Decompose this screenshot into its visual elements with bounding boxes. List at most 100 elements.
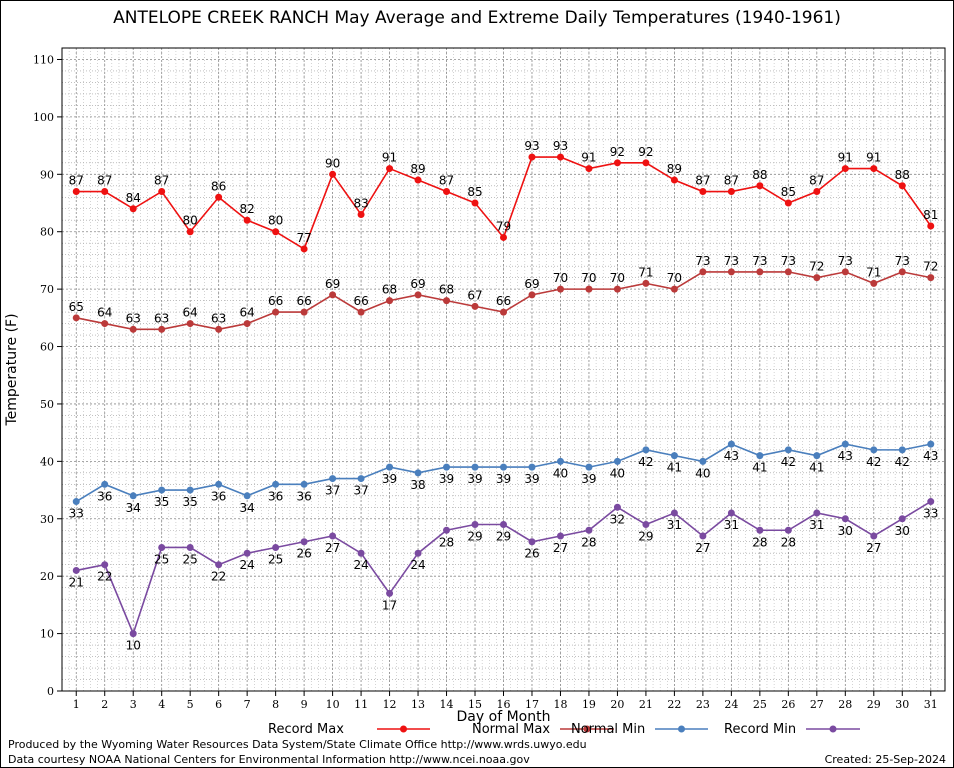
record-min-point <box>329 532 337 540</box>
normal-max-point <box>727 268 735 276</box>
record-min-value-label: 22 <box>97 570 112 584</box>
normal-min-value-label: 41 <box>809 461 824 475</box>
record-max-point <box>186 228 194 236</box>
normal-min-point <box>72 498 80 506</box>
normal-min-point <box>329 475 337 483</box>
footer-credit-data: Data courtesy NOAA National Centers for … <box>8 753 530 766</box>
normal-min-point <box>699 457 707 465</box>
record-max-point <box>613 159 621 167</box>
normal-min-point <box>101 480 109 488</box>
record-min-point <box>357 549 365 557</box>
record-max-value-label: 92 <box>638 145 653 159</box>
record-max-point <box>272 228 280 236</box>
record-max-value-label: 80 <box>183 214 198 228</box>
x-tick-label: 9 <box>301 698 308 711</box>
record-max-point <box>585 165 593 173</box>
record-max-point <box>243 216 251 224</box>
series-normal-min: 33 36 34 35 35 36 34 36 36 37 37 39 38 39 39 39 39 40 39 40… <box>69 440 938 521</box>
y-tick-label: 100 <box>33 111 54 124</box>
normal-max-value-label: 68 <box>382 283 397 297</box>
normal-max-value-label: 73 <box>895 254 910 268</box>
normal-min-value-label: 37 <box>325 484 340 498</box>
record-min-point <box>699 532 707 540</box>
normal-min-point <box>386 463 394 471</box>
normal-min-value-label: 36 <box>211 489 226 503</box>
record-max-point <box>72 188 80 196</box>
normal-min-point <box>585 463 593 471</box>
x-tick-label: 27 <box>810 698 824 711</box>
record-max-value-label: 87 <box>439 174 454 188</box>
normal-max-point <box>243 320 251 328</box>
normal-max-value-label: 73 <box>838 254 853 268</box>
record-max-point <box>300 245 308 253</box>
record-min-value-label: 27 <box>695 541 710 555</box>
normal-max-value-label: 71 <box>866 265 881 279</box>
record-min-value-label: 10 <box>126 639 141 653</box>
normal-max-point <box>528 291 536 299</box>
record-max-point <box>357 210 365 218</box>
legend-swatch-marker-normal-max <box>583 725 591 733</box>
normal-max-point <box>129 325 137 333</box>
x-tick-label: 16 <box>497 698 511 711</box>
record-min-point <box>186 543 194 551</box>
record-max-value-label: 87 <box>69 174 84 188</box>
x-tick-label: 18 <box>553 698 567 711</box>
record-min-point <box>129 630 137 638</box>
normal-min-value-label: 34 <box>126 501 141 515</box>
normal-max-value-label: 73 <box>695 254 710 268</box>
record-max-value-label: 79 <box>496 219 511 233</box>
normal-max-value-label: 65 <box>69 300 84 314</box>
normal-min-value-label: 34 <box>240 501 255 515</box>
x-tick-label: 7 <box>244 698 251 711</box>
normal-max-point <box>784 268 792 276</box>
record-min-value-label: 32 <box>610 512 625 526</box>
normal-min-point <box>727 440 735 448</box>
footer-created-date: Created: 25-Sep-2024 <box>824 753 946 766</box>
series-record-min: 21 22 10 25 25 22 24 25 26 27 24 17 24 28 29 29 26 27 28 32… <box>69 498 938 653</box>
x-axis: 1 2 3 4 5 6 7 8 9 10 11 12 13 14 15 16 17 18 19 20 21 22 23 24 2… <box>73 691 938 711</box>
record-min-value-label: 29 <box>496 530 511 544</box>
normal-min-point <box>186 486 194 494</box>
normal-min-value-label: 39 <box>382 472 397 486</box>
record-max-value-label: 92 <box>610 145 625 159</box>
record-max-point <box>642 159 650 167</box>
record-min-point <box>471 521 479 529</box>
normal-min-point <box>158 486 166 494</box>
series-normal-max: 65 64 63 63 64 63 64 66 66 69 66 68 69 68 67 66 69 70 70 70… <box>69 254 938 333</box>
record-max-point <box>528 153 536 161</box>
normal-max-point <box>870 279 878 287</box>
record-min-value-label: 33 <box>923 507 938 521</box>
normal-max-value-label: 63 <box>154 311 169 325</box>
normal-max-point <box>300 308 308 316</box>
x-tick-label: 5 <box>187 698 194 711</box>
y-tick-label: 40 <box>40 455 54 468</box>
normal-max-point <box>699 268 707 276</box>
record-max-value-label: 91 <box>581 151 596 165</box>
record-min-value-label: 24 <box>240 558 255 572</box>
record-min-point <box>642 521 650 529</box>
normal-max-point <box>898 268 906 276</box>
normal-max-value-label: 66 <box>268 294 283 308</box>
x-tick-label: 17 <box>525 698 539 711</box>
normal-max-point <box>386 297 394 305</box>
normal-min-value-label: 36 <box>97 489 112 503</box>
normal-max-value-label: 64 <box>97 306 112 320</box>
record-min-point <box>243 549 251 557</box>
normal-max-point <box>101 320 109 328</box>
normal-max-point <box>841 268 849 276</box>
record-max-value-label: 82 <box>240 202 255 216</box>
legend-label-record-min: Record Min <box>724 722 796 737</box>
record-min-value-label: 25 <box>154 552 169 566</box>
normal-min-point <box>670 452 678 460</box>
record-max-value-label: 80 <box>268 214 283 228</box>
record-max-value-label: 91 <box>838 151 853 165</box>
normal-max-value-label: 70 <box>610 271 625 285</box>
record-min-point <box>443 526 451 534</box>
normal-min-point <box>471 463 479 471</box>
record-min-point <box>670 509 678 517</box>
record-max-point <box>443 188 451 196</box>
record-min-point <box>414 549 422 557</box>
normal-max-value-label: 72 <box>809 260 824 274</box>
record-max-point <box>813 188 821 196</box>
normal-min-point <box>500 463 507 471</box>
